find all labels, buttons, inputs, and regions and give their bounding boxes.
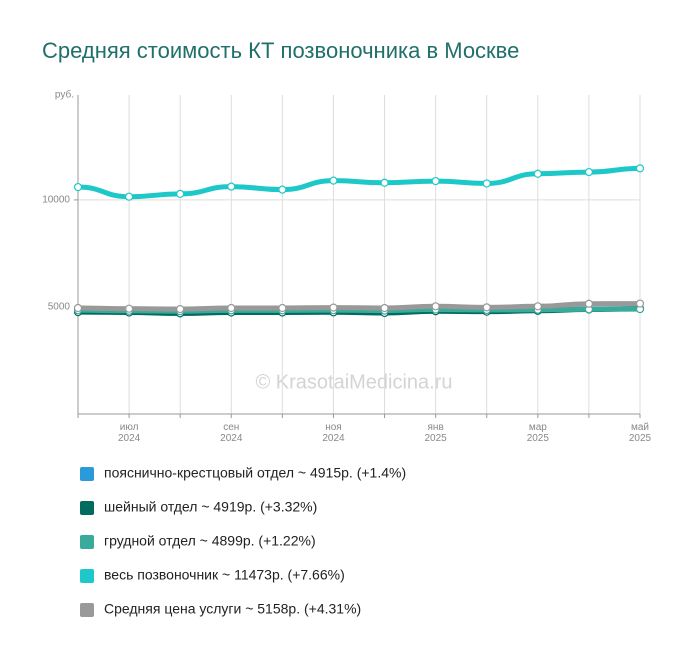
watermark: © KrasotaiMedicina.ru (255, 371, 452, 393)
point-marker (584, 167, 594, 177)
point-marker (380, 303, 389, 313)
point-marker (73, 182, 83, 192)
x-tick-label: ноя 2024 (322, 422, 345, 444)
point-marker (227, 182, 236, 191)
x-tick-label: май 2025 (629, 422, 652, 444)
x-tick-label: янв 2025 (425, 422, 448, 444)
point-marker (533, 302, 542, 311)
point-marker (73, 303, 83, 313)
point-marker (584, 299, 594, 308)
y-tick-label: 10000 (42, 195, 70, 206)
x-tick-label: мар 2025 (527, 422, 550, 444)
point-marker (329, 176, 338, 185)
legend-label: пояснично-крестцовый отдел ~ 4915р. (+1.… (104, 465, 406, 481)
point-marker (431, 176, 440, 186)
x-tick-label: июл 2024 (118, 422, 141, 444)
legend-swatch (80, 569, 94, 583)
point-marker (635, 299, 645, 308)
point-marker (380, 178, 389, 187)
legend-label: грудной отдел ~ 4899р. (+1.22%) (104, 533, 316, 549)
y-axis-label: руб. (55, 89, 74, 101)
point-marker (176, 304, 185, 314)
legend-label: весь позвоночник ~ 11473р. (+7.66%) (104, 567, 345, 583)
point-marker (278, 303, 287, 313)
legend-swatch (80, 535, 94, 549)
point-marker (533, 169, 542, 178)
point-marker (482, 179, 491, 188)
point-marker (124, 192, 134, 201)
point-marker (431, 302, 440, 311)
legend-swatch (80, 603, 94, 617)
point-marker (124, 304, 134, 313)
legend-label: шейный отдел ~ 4919р. (+3.32%) (104, 499, 317, 515)
point-marker (227, 303, 236, 313)
point-marker (635, 164, 645, 173)
series-line (77, 165, 641, 200)
legend-swatch (80, 467, 94, 481)
legend-label: Средняя цена услуги ~ 5158р. (+4.31%) (104, 601, 361, 617)
legend-swatch (80, 501, 94, 515)
y-tick-label: 5000 (48, 302, 71, 313)
chart-title: Средняя стоимость КТ позвоночника в Моск… (42, 38, 519, 63)
point-marker (482, 303, 491, 312)
point-marker (329, 303, 338, 312)
series-line (77, 301, 641, 312)
point-marker (176, 189, 185, 199)
x-tick-label: сен 2024 (220, 422, 243, 444)
point-marker (278, 185, 287, 194)
